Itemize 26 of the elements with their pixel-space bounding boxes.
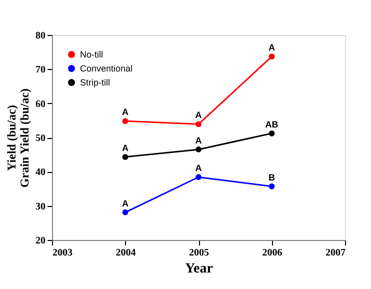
y-tick-label: 20 [36, 236, 46, 246]
legend-label: Conventional [80, 64, 133, 74]
y-tick-label: 30 [36, 201, 46, 212]
x-tick-label: 2003 [52, 248, 72, 258]
x-axis-title: Year [185, 262, 213, 276]
legend-label: No-till [80, 50, 104, 60]
annotation: A [268, 42, 276, 53]
x-tick-label: 2004 [116, 248, 136, 258]
x-tick-label: 2005 [189, 248, 209, 258]
annotation: A [195, 135, 202, 146]
annotation: A [122, 107, 129, 118]
annotation: A [122, 198, 129, 208]
y-tick-label: 80 [36, 30, 46, 42]
annotation: A [195, 163, 202, 174]
y-axis-title: Yield (bu/ac) Grain Yield (bu/ac) [4, 88, 32, 188]
x-tick-label: 2007 [326, 248, 346, 258]
y-tick-label: 50 [36, 133, 46, 144]
y-tick-label: 70 [36, 64, 46, 76]
y-tick-label: 60 [36, 98, 46, 110]
annotation: B [268, 172, 276, 182]
annotation: A [122, 142, 129, 153]
x-tick-label: 2006 [262, 248, 282, 258]
legend-label: Strip-till [80, 78, 110, 88]
y-tick-label: 40 [36, 167, 46, 178]
annotation: A [195, 110, 202, 120]
annotation: AB [265, 119, 279, 130]
